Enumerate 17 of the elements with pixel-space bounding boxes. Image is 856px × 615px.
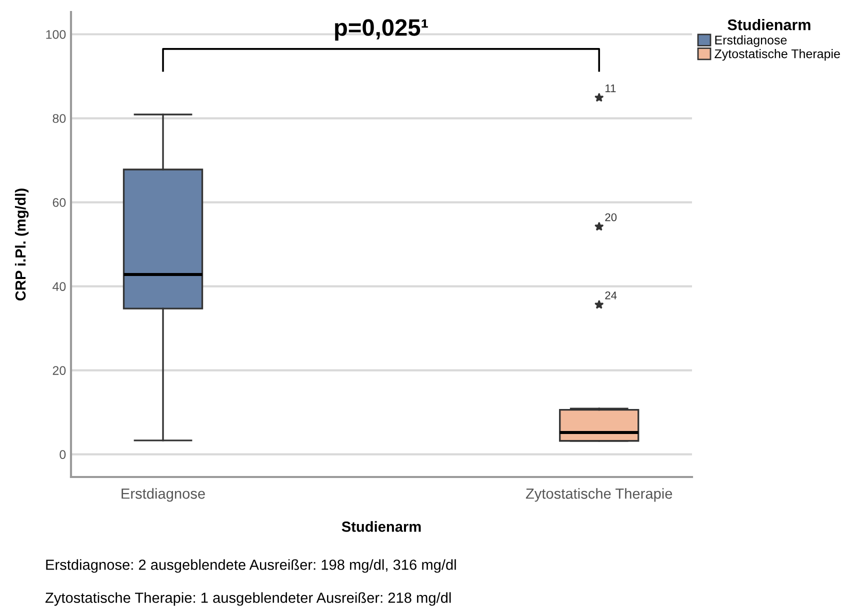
y-tick-label: 40 [52,282,66,291]
legend-label: Zytostatische Therapie [714,49,840,61]
y-tick-label: 80 [52,114,66,123]
y-tick-label: 0 [60,450,66,459]
annotation: 11 [606,84,616,92]
y-tick-label: 60 [52,198,66,207]
y-tick-label: 100 [46,30,66,39]
y-tick-label: 20 [52,366,66,375]
legend-label: Erstdiagnose [715,35,787,47]
annotation: 20 [605,213,617,222]
text: Erstdiagnose: 2 ausgeblendete Ausreißer: 198 mg/dl, 316 mg/dl [46,559,456,573]
annotation: p=0,025¹ [335,19,428,41]
x-axis-title: Studienarm [342,521,421,532]
legend-title: Studienarm [728,19,810,30]
text: Zytostatische Therapie: 1 ausgeblendeter Ausreißer: 218 mg/dl [45,592,451,606]
y-axis-title: CRP i.Pl. (mg/dl) [14,188,29,300]
annotation: 24 [605,291,617,300]
